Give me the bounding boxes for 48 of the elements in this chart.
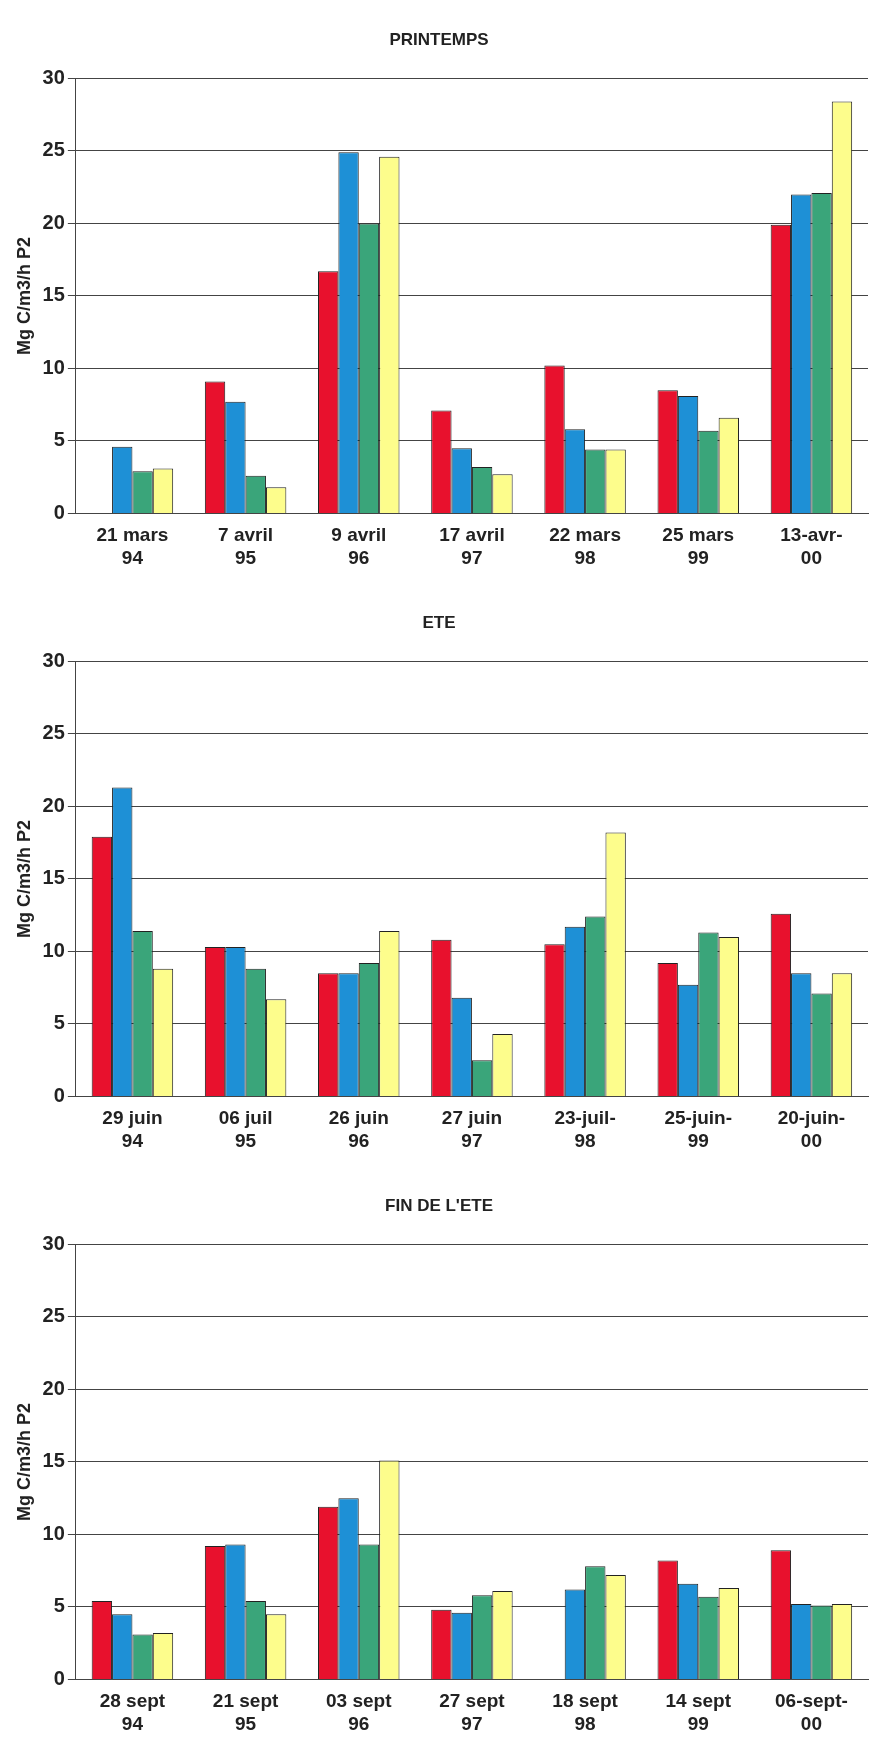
x-tick-label: 26 juin 96 xyxy=(328,1107,389,1151)
x-tick-label: 7 avril 95 xyxy=(218,524,274,568)
x-tick-label: 27 sept 97 xyxy=(439,1690,506,1734)
chart-title: ETE xyxy=(422,612,456,632)
y-tick-label: 10 xyxy=(42,938,65,961)
y-tick-label: 0 xyxy=(53,1083,65,1106)
chart-title: PRINTEMPS xyxy=(389,29,489,49)
x-tick-label: 23-juil-98 xyxy=(554,1107,616,1151)
y-tick-label: 0 xyxy=(53,500,65,523)
y-tick-label: 0 xyxy=(53,1666,65,1689)
y-tick-label: 25 xyxy=(42,1304,65,1327)
x-tick-label: 28 sept 94 xyxy=(99,1690,166,1734)
x-tick-label: 25 mars 99 xyxy=(662,524,735,568)
x-tick-label: 20-juin-00 xyxy=(777,1107,846,1151)
x-tick-label: 14 sept 99 xyxy=(665,1690,732,1734)
y-axis-title: Mg C/m3/h P2 xyxy=(13,819,34,938)
x-tick-label: 21 sept 95 xyxy=(212,1690,279,1734)
y-tick-label: 30 xyxy=(42,1231,65,1254)
y-tick-label: 25 xyxy=(42,721,65,744)
x-tick-label: 06 juil 95 xyxy=(218,1107,273,1151)
y-tick-label: 30 xyxy=(42,65,65,88)
x-tick-label: 18 sept 98 xyxy=(552,1690,619,1734)
y-tick-label: 25 xyxy=(42,138,65,161)
y-tick-label: 20 xyxy=(42,210,65,233)
y-tick-label: 10 xyxy=(42,355,65,378)
chart-title: FIN DE L'ETE xyxy=(385,1195,493,1215)
x-tick-label: 03 sept 96 xyxy=(326,1690,393,1734)
y-tick-label: 5 xyxy=(53,1594,65,1617)
y-axis-title: Mg C/m3/h P2 xyxy=(13,236,34,355)
y-tick-label: 10 xyxy=(42,1521,65,1544)
x-tick-label: 22 mars 98 xyxy=(549,524,622,568)
y-tick-label: 15 xyxy=(42,866,65,889)
y-tick-label: 20 xyxy=(42,793,65,816)
x-tick-label: 25-juin-99 xyxy=(664,1107,733,1151)
x-tick-label: 17 avril 97 xyxy=(439,524,505,568)
x-tick-label: 27 juin 97 xyxy=(441,1107,503,1151)
x-tick-label: 06-sept-00 xyxy=(774,1690,848,1734)
x-tick-label: 13-avr-00 xyxy=(780,524,843,568)
x-tick-label: 9 avril 96 xyxy=(331,524,387,568)
x-tick-label: 29 juin 94 xyxy=(102,1107,163,1151)
y-axis-title: Mg C/m3/h P2 xyxy=(13,1402,34,1521)
y-tick-label: 5 xyxy=(53,428,65,451)
y-tick-label: 30 xyxy=(42,648,65,671)
x-tick-label: 21 mars 94 xyxy=(96,524,169,568)
y-tick-label: 15 xyxy=(42,283,65,306)
y-tick-label: 15 xyxy=(42,1449,65,1472)
y-tick-label: 5 xyxy=(53,1011,65,1034)
y-tick-label: 20 xyxy=(42,1376,65,1399)
